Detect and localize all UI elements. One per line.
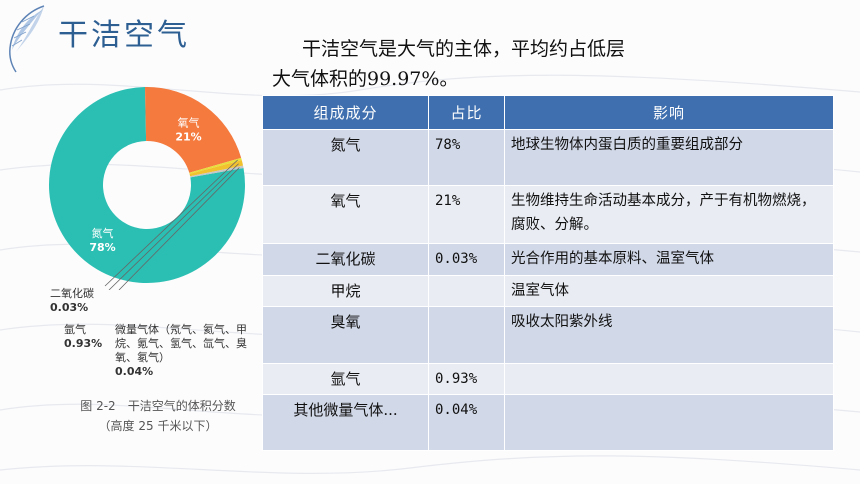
slice-value-label: 21% bbox=[175, 131, 201, 144]
slide-title: 干洁空气 bbox=[58, 18, 190, 53]
cell-component: 二氧化碳 bbox=[262, 243, 429, 276]
intro-line-1: 干洁空气是大气的主体，平均约占低层 bbox=[302, 38, 626, 60]
co2-value: 0.03% bbox=[50, 301, 89, 314]
header-component: 组成成分 bbox=[262, 95, 429, 130]
leader-line bbox=[104, 159, 238, 287]
argon-label: 氩气 bbox=[64, 323, 86, 336]
co2-annotation: 二氧化碳 0.03% bbox=[50, 287, 94, 315]
caption-line-2: （高度 25 千米以下） bbox=[98, 419, 218, 433]
trace-gas-label: 微量气体（氖气、氦气、甲烷、氪气、氢气、氙气、臭氧、氡气） bbox=[115, 323, 247, 364]
cell-share: 0.03% bbox=[428, 243, 505, 276]
intro-line-2: 大气体积的99.97%。 bbox=[272, 68, 459, 90]
table-row: 氩气 0.93% bbox=[262, 363, 834, 395]
slice-label: 氧气 bbox=[178, 116, 200, 130]
cell-effect: 生物维持生命活动基本成分，产于有机物燃烧，腐败、分解。 bbox=[504, 185, 834, 244]
co2-label: 二氧化碳 bbox=[50, 287, 94, 300]
cell-share: 21% bbox=[428, 185, 505, 244]
trace-gas-value: 0.04% bbox=[115, 365, 154, 378]
table-row: 甲烷 温室气体 bbox=[262, 275, 834, 307]
cell-share: 0.93% bbox=[428, 363, 505, 395]
slice-1 bbox=[144, 87, 242, 173]
cell-effect: 温室气体 bbox=[504, 275, 834, 307]
cell-effect: 光合作用的基本原料、温室气体 bbox=[504, 243, 834, 276]
cell-component: 甲烷 bbox=[262, 275, 429, 307]
cell-share: 0.04% bbox=[428, 394, 505, 451]
cell-component: 氩气 bbox=[262, 363, 429, 395]
slice-value-label: 78% bbox=[89, 241, 115, 254]
slice-2 bbox=[189, 157, 242, 174]
cell-share bbox=[428, 306, 505, 364]
argon-annotation: 氩气 0.93% bbox=[64, 323, 102, 351]
caption-line-1: 图 2-2 干洁空气的体积分数 bbox=[80, 399, 236, 413]
slice-label: 氮气 bbox=[92, 226, 114, 240]
cell-effect bbox=[504, 394, 834, 451]
table-row: 臭氧 吸收太阳紫外线 bbox=[262, 306, 834, 364]
table-row: 氧气 21% 生物维持生命活动基本成分，产于有机物燃烧，腐败、分解。 bbox=[262, 185, 834, 244]
cell-share bbox=[428, 275, 505, 307]
figure-caption: 图 2-2 干洁空气的体积分数 （高度 25 千米以下） bbox=[58, 396, 258, 436]
cell-component: 其他微量气体... bbox=[262, 394, 429, 451]
leader-line bbox=[108, 163, 239, 290]
slice-4 bbox=[190, 165, 244, 178]
feather-icon bbox=[9, 5, 45, 73]
cell-share: 78% bbox=[428, 129, 505, 186]
trace-gas-annotation: 微量气体（氖气、氦气、甲烷、氪气、氢气、氙气、臭氧、氡气） 0.04% bbox=[115, 323, 265, 379]
table-row: 其他微量气体... 0.04% bbox=[262, 394, 834, 451]
slice-0 bbox=[48, 87, 245, 283]
header-effect: 影响 bbox=[504, 95, 834, 130]
cell-effect: 地球生物体内蛋白质的重要组成部分 bbox=[504, 129, 834, 186]
composition-table: 组成成分 占比 影响 氮气 78% 地球生物体内蛋白质的重要组成部分 氧气 21… bbox=[262, 95, 834, 451]
cell-component: 臭氧 bbox=[262, 306, 429, 364]
intro-text: 干洁空气是大气的主体，平均约占低层 大气体积的99.97%。 bbox=[272, 34, 792, 94]
argon-value: 0.93% bbox=[64, 337, 103, 350]
cell-component: 氧气 bbox=[262, 185, 429, 244]
cell-component: 氮气 bbox=[262, 129, 429, 186]
table-header-row: 组成成分 占比 影响 bbox=[262, 95, 834, 130]
header-share: 占比 bbox=[428, 95, 505, 130]
table-row: 二氧化碳 0.03% 光合作用的基本原料、温室气体 bbox=[262, 243, 834, 276]
table-row: 氮气 78% 地球生物体内蛋白质的重要组成部分 bbox=[262, 129, 834, 186]
cell-effect: 吸收太阳紫外线 bbox=[504, 306, 834, 364]
cell-effect bbox=[504, 363, 834, 395]
leader-line bbox=[118, 167, 240, 290]
slice-3 bbox=[189, 160, 244, 177]
